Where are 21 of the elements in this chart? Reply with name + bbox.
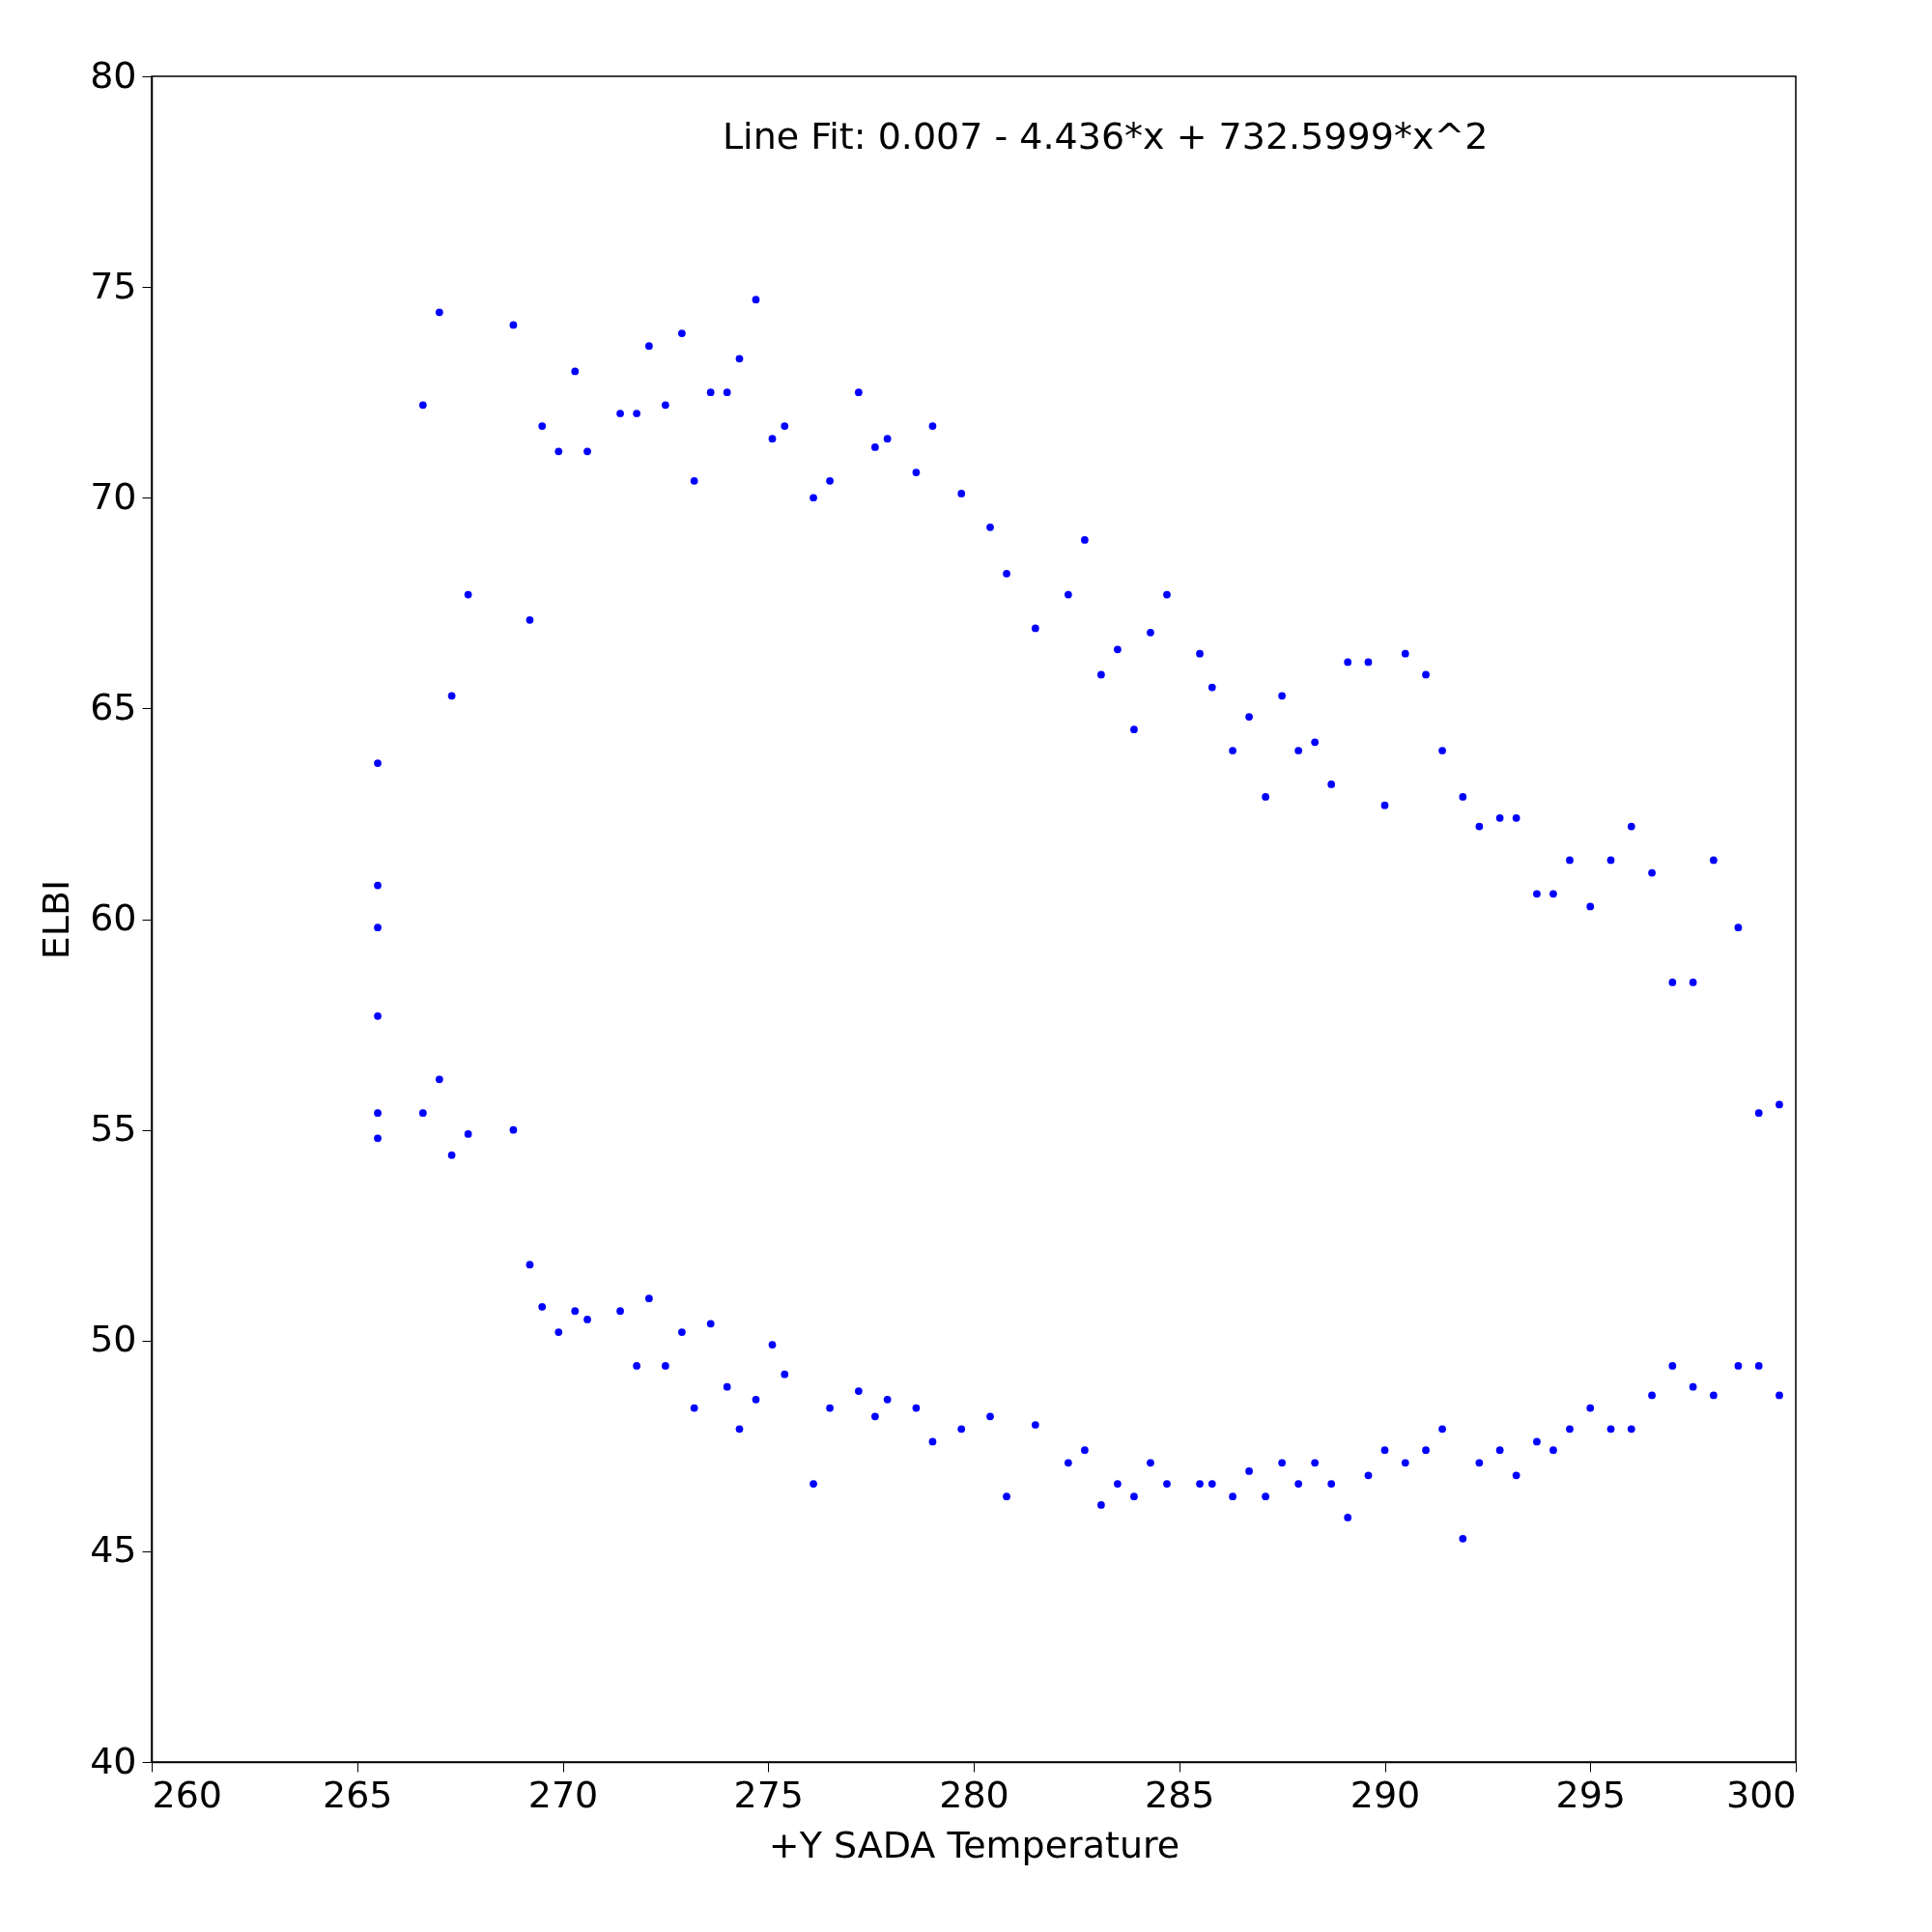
y-axis-title: ELBI	[35, 879, 78, 960]
y-tick-label: 60	[90, 896, 137, 939]
x-tick-label: 285	[1144, 1773, 1215, 1816]
y-tick-label: 40	[90, 1739, 137, 1782]
x-tick-label: 275	[733, 1773, 805, 1816]
annotation: Line Fit: 0.007 - 4.436*x + 732.5999*x^2	[722, 115, 1489, 157]
x-tick-label: 260	[152, 1773, 223, 1816]
y-tick-label: 65	[90, 685, 137, 728]
y-tick-label: 50	[90, 1318, 137, 1361]
x-tick-label: 280	[939, 1773, 1009, 1816]
x-tick-label: 300	[1725, 1773, 1797, 1816]
x-axis-title: +Y SADA Temperature	[768, 1823, 1180, 1866]
x-tick-label: 265	[322, 1773, 393, 1816]
y-tick-label: 45	[90, 1528, 137, 1572]
y-tick-label: 80	[90, 53, 137, 97]
x-tick-label: 290	[1350, 1773, 1421, 1816]
x-tick-label: 270	[527, 1773, 599, 1816]
y-tick-label: 75	[90, 264, 137, 307]
y-tick-label: 55	[90, 1107, 137, 1151]
x-tick-label: 295	[1555, 1773, 1627, 1816]
y-tick-label: 70	[90, 474, 137, 518]
